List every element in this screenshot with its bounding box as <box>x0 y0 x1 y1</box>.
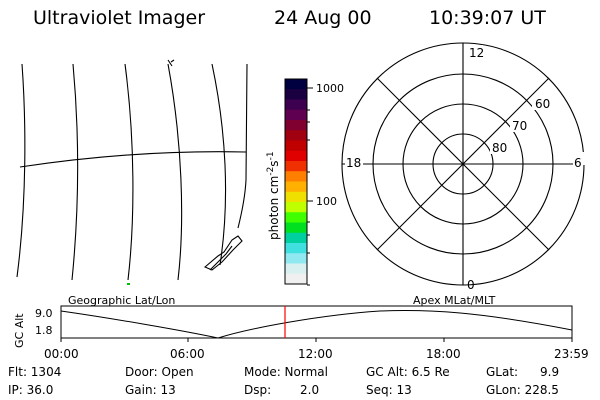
mlt-diagonal <box>376 77 550 251</box>
glat-value: 9.9 <box>540 365 560 379</box>
meridian-line <box>167 63 183 281</box>
colorbar-cell <box>285 120 307 131</box>
colorbar-cell <box>285 243 307 254</box>
door-status: Door: Open <box>125 365 194 379</box>
colorbar-cell <box>285 130 307 141</box>
colorbar-cell <box>285 150 307 162</box>
colorbar-cell <box>285 99 307 111</box>
mode-value: Mode: Normal <box>244 365 328 379</box>
track-left-label: Geographic Lat/Lon <box>68 294 176 307</box>
meridian-line <box>124 63 134 281</box>
dsp-label: Dsp: <box>244 383 272 397</box>
mlt-label-0: 0 <box>467 278 475 292</box>
meridian-line <box>211 63 227 266</box>
colorbar-cell <box>285 79 307 90</box>
coastline <box>167 59 175 67</box>
colorbar-cell <box>285 273 307 285</box>
flight-number: Flt: 1304 <box>8 365 62 379</box>
gc-altitude: GC Alt: 6.5 Re <box>366 365 450 379</box>
mlt-label-12: 12 <box>469 46 484 60</box>
altitude-curve <box>60 309 573 339</box>
gain-value: Gain: 13 <box>125 383 176 397</box>
mlat-label-70: 70 <box>512 119 527 133</box>
coastline <box>203 235 243 271</box>
colorbar-cell <box>285 222 307 234</box>
mlt-label-18: 18 <box>346 156 361 170</box>
instrument-title: Ultraviolet Imager <box>33 7 206 29</box>
sequence-value: Seq: 13 <box>366 383 412 397</box>
glat-label: GLat: <box>486 365 519 379</box>
colorbar-cell <box>285 171 307 182</box>
colorbar-tick-1000: 1000 <box>316 82 344 95</box>
colorbar-cell <box>285 202 307 213</box>
ip-value: IP: 36.0 <box>8 383 54 397</box>
latitude-line <box>19 151 247 168</box>
colorbar-cell <box>285 232 307 244</box>
colorbar-cell <box>285 109 307 121</box>
dsp-value: 2.0 <box>300 383 320 397</box>
land-speck <box>127 283 130 285</box>
colorbar-cell <box>285 263 307 275</box>
mlat-label-80: 80 <box>492 141 507 155</box>
track-x-tick-1800: 18:00 <box>426 347 461 361</box>
mlt-label-6: 6 <box>574 156 582 170</box>
glon-value: GLon: 228.5 <box>486 383 559 397</box>
meridian-line <box>16 63 26 278</box>
track-x-tick-1200: 12:00 <box>298 347 333 361</box>
colorbar-cell <box>285 191 307 203</box>
colorbar-units: photon cm-2s-1 <box>266 151 281 240</box>
colorbar-cell <box>285 181 307 193</box>
track-right-label: Apex MLat/MLT <box>413 294 496 307</box>
date-label: 24 Aug 00 <box>274 7 372 29</box>
colorbar-cell <box>285 89 307 100</box>
time-label: 10:39:07 UT <box>429 7 546 29</box>
colorbar-cell <box>285 253 307 264</box>
colorbar-tick-100: 100 <box>316 195 337 208</box>
track-y-tick-high: 9.0 <box>35 307 53 320</box>
meridian-line <box>71 63 79 281</box>
colorbar-cell <box>285 140 307 152</box>
track-x-tick-0600: 06:00 <box>170 347 205 361</box>
coastline <box>209 245 233 271</box>
colorbar-cell <box>285 161 307 172</box>
track-x-tick-2359: 23:59 <box>554 347 589 361</box>
meridian-line <box>237 63 248 229</box>
colorbar-cell <box>285 212 307 223</box>
track-y-tick-low: 1.8 <box>35 324 53 337</box>
mlat-label-60: 60 <box>535 97 550 111</box>
track-x-tick-0000: 00:00 <box>44 347 79 361</box>
